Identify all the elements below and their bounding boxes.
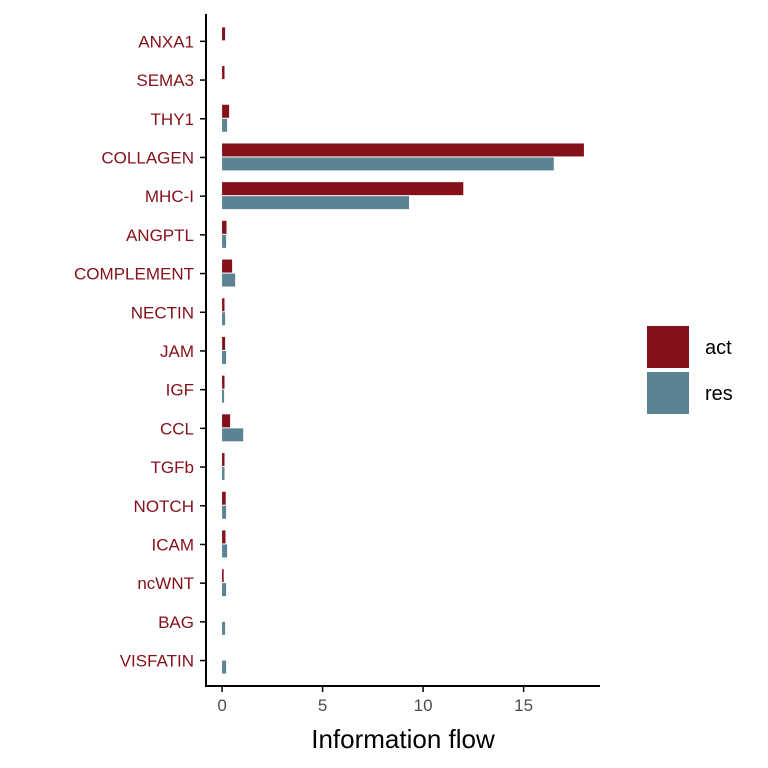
y-tick-label: JAM (160, 342, 194, 361)
y-ticks: ANXA1 SEMA3 THY1 COLLAGEN MHC-I ANGPTL COMPLEM… (74, 32, 206, 671)
bar-res-notch (222, 505, 227, 519)
bar-res-jam (222, 350, 227, 364)
y-tick-label: NECTIN (131, 303, 194, 322)
y-tick-label: NOTCH (134, 497, 194, 516)
bar-act-ccl (222, 414, 231, 428)
bar-act-complement (222, 259, 233, 273)
bar-res-tgfb (222, 467, 225, 481)
legend-label-act: act (705, 337, 732, 359)
x-axis-label: Information flow (311, 724, 495, 754)
x-tick-label: 10 (414, 696, 433, 715)
y-tick-label: ANGPTL (126, 226, 194, 245)
y-tick-label: THY1 (151, 110, 194, 129)
bar-act-thy1 (222, 104, 230, 118)
bar-res-mhc-i (222, 196, 410, 210)
bar-res-nectin (222, 312, 226, 326)
legend-key-res (647, 372, 689, 414)
x-ticks: 0 5 10 15 (217, 686, 533, 715)
legend: act res (647, 326, 733, 414)
x-tick-label: 5 (318, 696, 327, 715)
bar-res-igf (222, 389, 225, 403)
bar-res-ncwnt (222, 583, 227, 597)
y-tick-label: ANXA1 (138, 32, 194, 51)
legend-key-act (647, 326, 689, 368)
bar-act-collagen (222, 143, 584, 157)
bar-act-sema3 (222, 66, 225, 80)
bar-res-angptl (222, 234, 227, 248)
bars-group (222, 27, 584, 674)
y-tick-label: VISFATIN (120, 652, 194, 671)
bar-act-jam (222, 336, 226, 350)
bar-act-nectin (222, 298, 225, 312)
bar-act-tgfb (222, 453, 225, 467)
bar-act-icam (222, 530, 226, 544)
y-tick-label: BAG (158, 613, 194, 632)
y-tick-label: IGF (166, 381, 194, 400)
y-tick-label: CCL (160, 419, 194, 438)
y-tick-label: SEMA3 (136, 71, 194, 90)
bar-res-visfatin (222, 660, 227, 674)
bar-act-anxa1 (222, 27, 226, 41)
y-tick-label: ncWNT (137, 574, 194, 593)
y-tick-label: MHC-I (145, 187, 194, 206)
y-tick-label: COMPLEMENT (74, 265, 194, 284)
bar-res-complement (222, 273, 236, 287)
bar-act-mhc-i (222, 182, 464, 196)
bar-res-icam (222, 544, 228, 558)
bar-act-igf (222, 375, 225, 389)
x-tick-label: 0 (217, 696, 226, 715)
axes-group (205, 14, 600, 687)
x-tick-label: 15 (514, 696, 533, 715)
bar-act-angptl (222, 220, 227, 234)
legend-label-res: res (705, 383, 733, 405)
y-tick-label: TGFb (151, 458, 194, 477)
bar-res-collagen (222, 157, 554, 171)
y-tick-label: COLLAGEN (101, 148, 194, 167)
bar-act-ncwnt (222, 569, 224, 583)
bar-res-ccl (222, 428, 244, 442)
bar-act-notch (222, 491, 226, 505)
bar-res-bag (222, 621, 226, 635)
y-tick-label: ICAM (152, 535, 195, 554)
bar-res-thy1 (222, 118, 228, 132)
